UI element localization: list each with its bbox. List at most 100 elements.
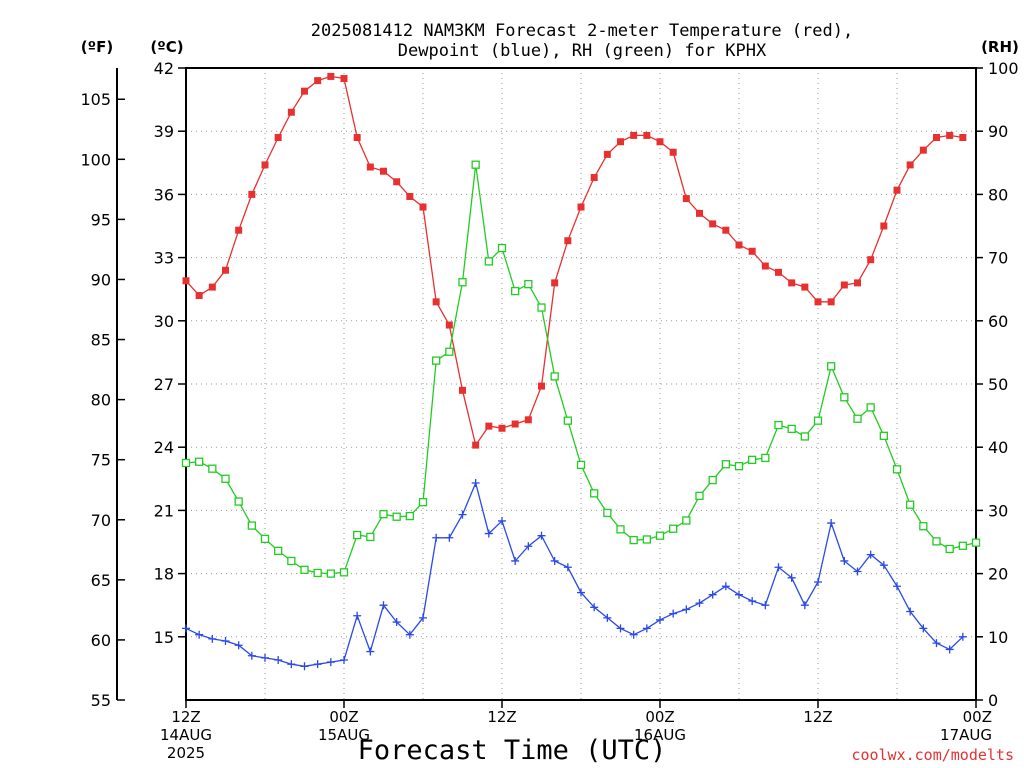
rh-point — [418, 498, 428, 507]
dewpoint-point — [708, 590, 717, 599]
rh-point — [708, 475, 717, 485]
fahrenheit-tick-label: 60 — [91, 631, 111, 650]
rh-point — [524, 279, 533, 289]
temperature-point — [564, 237, 572, 245]
temperature-point — [314, 77, 322, 85]
dewpoint-point — [827, 519, 836, 528]
dewpoint-point — [893, 582, 901, 591]
rh-point — [300, 565, 309, 574]
rh-point — [695, 491, 704, 501]
temperature-point — [222, 266, 229, 274]
temperature-point — [380, 167, 387, 175]
temperature-point — [261, 161, 269, 169]
dewpoint-point — [669, 609, 678, 618]
rh-point — [379, 510, 388, 519]
dewpoint-point — [353, 611, 362, 620]
chart-title-line-1: 2025081412 NAM3KM Forecast 2-meter Tempe… — [311, 21, 853, 41]
temperature-point — [538, 382, 545, 390]
temperature-point — [617, 138, 624, 146]
rh-point — [221, 474, 230, 483]
rh-point — [366, 532, 375, 542]
fahrenheit-tick-label: 85 — [91, 331, 111, 350]
rh-point — [906, 500, 915, 509]
dewpoint-point — [787, 573, 796, 582]
rh-point — [642, 535, 651, 544]
rh-point — [800, 432, 809, 441]
dewpoint-point — [340, 655, 348, 664]
temperature-point — [577, 203, 585, 211]
rh-point — [339, 568, 349, 577]
temperature-point — [814, 298, 822, 306]
x-tick-label: 15AUG — [318, 726, 370, 744]
dewpoint-point — [735, 590, 743, 599]
rh-point — [234, 497, 243, 506]
rh-point — [734, 462, 744, 471]
dewpoint-point — [695, 599, 704, 608]
fahrenheit-tick-label: 55 — [91, 691, 111, 710]
temperature-point — [485, 422, 493, 430]
rh-point — [603, 508, 612, 518]
rh-unit-label: (RH) — [981, 38, 1019, 56]
dewpoint-point — [945, 645, 954, 654]
temperature-point — [893, 186, 901, 194]
dewpoint-point — [511, 556, 520, 565]
temperature-point — [630, 131, 638, 139]
rh-point — [971, 538, 981, 547]
celsius-tick-label: 30 — [154, 312, 174, 331]
dewpoint-point — [563, 563, 572, 572]
dewpoint-point — [800, 601, 809, 610]
rh-tick-label: 60 — [988, 312, 1008, 331]
dewpoint-point — [537, 531, 546, 540]
rh-tick-label: 10 — [988, 628, 1008, 647]
temperature-point — [933, 134, 940, 142]
rh-tick-label: 40 — [988, 438, 1008, 457]
rh-point — [616, 525, 625, 534]
rh-point — [866, 403, 875, 412]
temperature-point — [867, 256, 875, 264]
dewpoint-series — [182, 479, 967, 671]
celsius-tick-label: 42 — [154, 59, 174, 78]
rh-point — [326, 569, 335, 578]
dewpoint-point — [313, 660, 322, 669]
temperature-point — [472, 441, 480, 449]
temperature-point — [248, 190, 256, 198]
dewpoint-point — [300, 662, 309, 671]
dewpoint-point — [866, 550, 875, 559]
rh-point — [853, 414, 862, 423]
dewpoint-point — [853, 567, 862, 576]
dewpoint-point — [445, 533, 454, 542]
rh-point — [181, 458, 191, 468]
temperature-point — [274, 134, 282, 142]
celsius-tick-label: 15 — [154, 628, 174, 647]
temperature-point — [353, 134, 361, 142]
temperature-point — [301, 87, 308, 95]
temperature-point — [195, 292, 203, 300]
temperature-point — [603, 150, 611, 158]
rh-point — [247, 521, 256, 530]
rh-point — [827, 362, 836, 371]
celsius-tick-label: 21 — [154, 501, 174, 520]
rh-point — [774, 420, 783, 430]
rh-point — [761, 453, 770, 463]
dewpoint-point — [642, 624, 651, 633]
temperature-point — [722, 226, 730, 234]
temperature-point — [854, 279, 861, 287]
temperature-point — [445, 321, 453, 329]
x-tick-label: 00Z — [645, 708, 674, 726]
temperature-point — [327, 72, 335, 80]
celsius-tick-label: 39 — [154, 122, 174, 141]
dewpoint-point — [182, 624, 190, 633]
temperature-point — [551, 279, 559, 287]
rh-point — [590, 489, 599, 498]
rh-tick-label: 90 — [988, 122, 1008, 141]
temperature-point — [735, 241, 743, 249]
temperature-point — [788, 279, 796, 287]
axes: 5560657075808590951001051518212427303336… — [80, 59, 1018, 710]
rh-tick-label: 0 — [988, 691, 998, 710]
dewpoint-point — [761, 601, 770, 610]
rh-point — [721, 460, 730, 469]
temperature-point — [208, 283, 216, 291]
temperature-line — [185, 75, 963, 447]
rh-line — [185, 164, 977, 575]
